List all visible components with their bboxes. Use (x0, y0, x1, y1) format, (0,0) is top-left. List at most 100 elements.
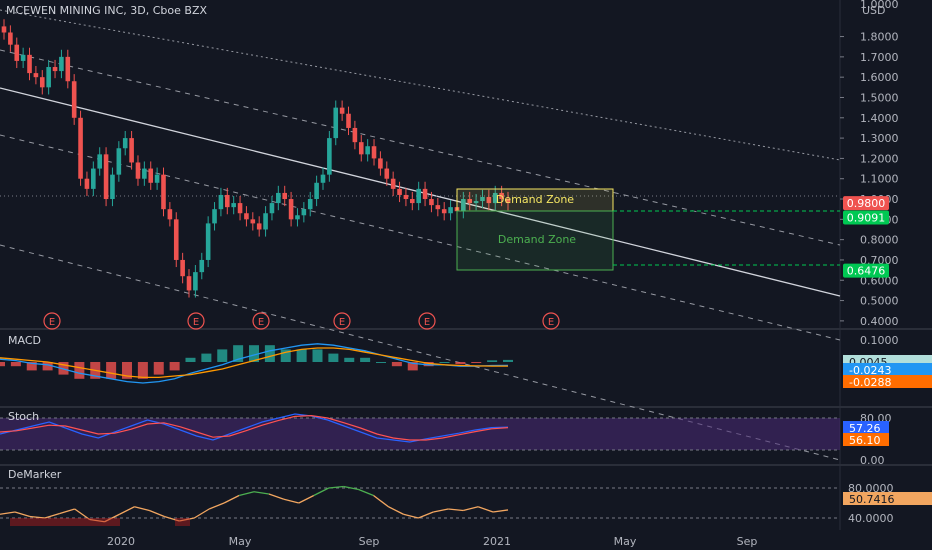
demarker-line-segment (179, 517, 195, 522)
candle-body (154, 174, 160, 183)
demarker-line-segment (29, 515, 45, 519)
candle-body (224, 194, 230, 208)
candle-body (499, 192, 504, 200)
earnings-marker[interactable] (187, 312, 205, 330)
demarker-line-segment (328, 485, 344, 489)
candle-body (212, 209, 217, 224)
candle-body (103, 154, 109, 200)
price-tick-label: 0.5000 (860, 295, 899, 308)
currency-label[interactable]: USD (862, 4, 886, 17)
price-tick-partial: 1.0000 (860, 0, 899, 11)
earnings-marker[interactable] (43, 312, 61, 330)
macd-value-label: -0.0243 (849, 364, 891, 377)
macd-histogram-bar (58, 362, 69, 375)
earnings-marker[interactable] (542, 312, 560, 330)
price-tick-label: 1.2000 (860, 152, 899, 165)
macd-histogram-bar (328, 353, 339, 362)
demarker-line-segment (89, 518, 105, 523)
macd-histogram-bar (42, 362, 53, 371)
time-tick-label: Sep (359, 535, 380, 548)
price-tick-label: 1.8000 (860, 31, 899, 44)
stoch-label[interactable]: Stoch (8, 410, 39, 423)
price-tick-label: 1.4000 (860, 112, 899, 125)
demarker-line-segment (14, 511, 31, 518)
demarker-tick-label: 40.0000 (848, 512, 894, 525)
candle-body (84, 178, 90, 189)
demarker-line-segment (104, 513, 120, 523)
candle-body (365, 146, 370, 155)
candle-body (231, 203, 236, 208)
demand-zone-upper-label: Demand Zone (496, 193, 574, 206)
candle-body (237, 203, 243, 214)
candle-body (148, 168, 154, 183)
demarker-line-segment (223, 494, 240, 504)
demarker-line-segment (298, 494, 315, 504)
candle-body (218, 194, 224, 210)
candle-body (422, 188, 428, 200)
macd-histogram-bar (376, 362, 386, 363)
macd-histogram-bar (217, 349, 228, 362)
price-axis[interactable]: 1.8000 1.7000 1.6000 1.5000 1.4000 1.3000 1.20… (840, 31, 899, 328)
candle-body (59, 56, 64, 72)
demarker-label[interactable]: DeMarker (8, 468, 62, 481)
demarker-tick-label: 80.0000 (848, 482, 894, 495)
candle-body (467, 199, 473, 204)
candle-body (250, 219, 256, 224)
demarker-line-segment (477, 506, 494, 513)
macd-tick-label: 0.1000 (860, 334, 899, 347)
macd-histogram-bar (503, 359, 513, 362)
macd-value-label: -0.0288 (849, 376, 891, 389)
macd-histogram-bar (74, 362, 85, 379)
macd-histogram-bar (344, 357, 355, 362)
stoch-value-tag (843, 433, 889, 446)
price-tag-label: 0.9091 (847, 211, 886, 224)
price-tick-label: 1.7000 (860, 51, 899, 64)
candle-body (314, 182, 319, 200)
demarker-oversold-shade (10, 518, 120, 526)
demarker-line-segment (343, 485, 359, 491)
candle-body (358, 142, 364, 155)
candle-body (91, 168, 96, 189)
channel-mid-lower-line (0, 134, 841, 341)
demarker-line-segment (492, 509, 509, 513)
channel-upper-line (0, 9, 841, 161)
macd-value-tag (843, 363, 932, 376)
macd-histogram-bar (407, 362, 418, 371)
macd-histogram-bar (233, 345, 244, 362)
time-tick-label: 2021 (483, 535, 511, 548)
time-axis[interactable]: 2020 May Sep 2021 May Sep (107, 535, 757, 548)
demarker-line-segment (463, 506, 479, 512)
earnings-marker[interactable] (418, 312, 436, 330)
macd-histogram-bar (201, 353, 212, 362)
earnings-marker-label: E (49, 317, 55, 328)
macd-histogram-bar (471, 362, 482, 363)
demarker-line-segment (238, 491, 255, 497)
demarker-line-segment (44, 512, 60, 519)
demarker-line-segment (74, 508, 91, 521)
candle-body (339, 107, 345, 114)
earnings-marker[interactable] (252, 312, 270, 330)
price-tag (843, 210, 889, 225)
time-tick-label: 2020 (107, 535, 135, 548)
candle-body (288, 199, 294, 220)
earnings-marker[interactable] (333, 312, 351, 330)
stoch-tick-label: 0.00 (860, 454, 885, 467)
stoch-value-label: 57.26 (849, 422, 881, 435)
demarker-line-segment (433, 508, 449, 513)
candle-body (27, 54, 32, 74)
macd-line (0, 343, 509, 384)
macd-histogram-bar (0, 362, 5, 367)
demarker-line-segment (119, 506, 135, 515)
candle-body (186, 276, 192, 291)
demand-zone-lower[interactable] (456, 210, 614, 271)
candle-body (378, 158, 383, 169)
demand-zone-lower-label: Demand Zone (498, 233, 576, 246)
price-tag (843, 263, 889, 278)
candle-body (97, 154, 102, 169)
macd-label[interactable]: MACD (8, 334, 41, 347)
earnings-marker-label: E (548, 317, 554, 328)
candle-body (1, 26, 7, 33)
